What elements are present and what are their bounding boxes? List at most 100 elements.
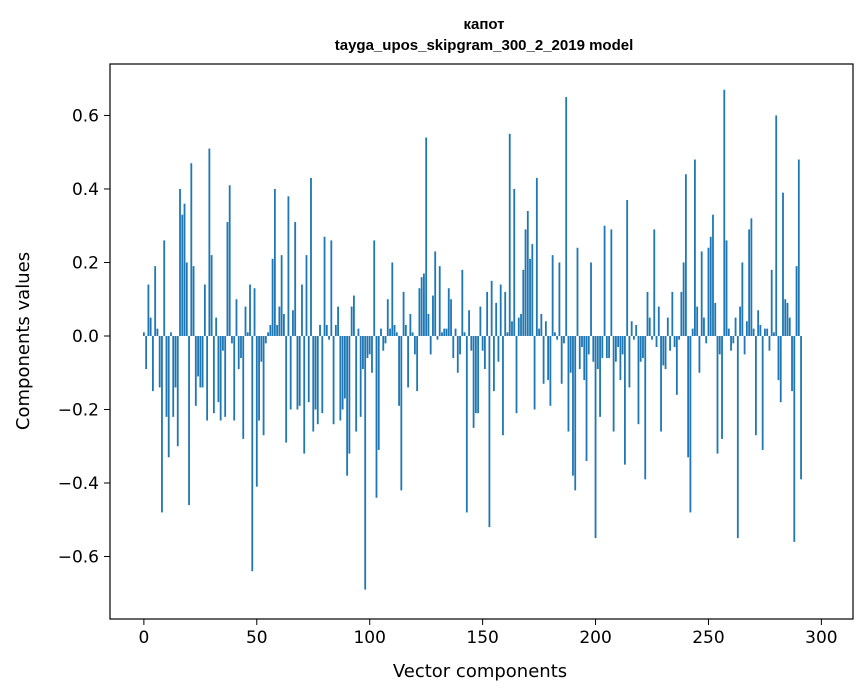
bar-164: [513, 188, 516, 336]
bar-278: [770, 269, 773, 336]
bar-133: [443, 328, 446, 336]
bar-102: [373, 240, 376, 336]
bar-154: [490, 280, 493, 336]
bar-73: [307, 335, 310, 403]
bar-142: [463, 332, 466, 336]
bar-55: [267, 332, 269, 336]
bar-161: [506, 332, 509, 336]
bar-198: [590, 262, 592, 336]
bar-26: [201, 335, 204, 388]
bar-224: [648, 317, 651, 336]
bar-76: [314, 335, 317, 410]
bar-231: [664, 335, 667, 370]
y-tick-label: 0.4: [72, 180, 99, 200]
y-tick-label: 0.2: [72, 253, 99, 273]
bar-226: [653, 229, 656, 336]
bar-240: [684, 174, 687, 336]
bar-117: [407, 335, 410, 388]
bar-58: [273, 188, 276, 336]
bar-17: [181, 214, 184, 336]
bar-35: [222, 335, 224, 351]
bar-283: [782, 192, 784, 336]
bar-10: [165, 335, 168, 417]
bar-11: [167, 335, 170, 458]
x-tick-label: 300: [805, 628, 837, 648]
x-tick-label: 250: [692, 628, 724, 648]
bar-170: [526, 211, 529, 336]
bar-280: [775, 115, 778, 336]
bar-109: [389, 328, 391, 336]
bar-223: [646, 291, 649, 336]
bar-146: [472, 335, 475, 428]
bar-221: [642, 335, 644, 359]
x-tick-label: 50: [246, 628, 268, 648]
bar-130: [436, 335, 439, 340]
bar-116: [404, 324, 407, 336]
bar-19: [185, 262, 188, 336]
bar-167: [520, 313, 522, 336]
x-tick-label: 0: [138, 628, 149, 648]
bar-136: [450, 299, 452, 336]
bar-50: [255, 335, 258, 487]
bar-172: [531, 244, 534, 336]
bar-246: [698, 335, 701, 373]
bar-72: [305, 255, 308, 336]
bar-60: [278, 306, 281, 336]
bar-7: [158, 335, 161, 388]
bar-49: [253, 288, 256, 336]
bar-179: [547, 335, 550, 381]
bar-48: [251, 335, 254, 572]
bar-94: [355, 335, 358, 432]
bar-8: [161, 335, 163, 513]
bar-44: [242, 335, 245, 439]
bar-148: [477, 335, 480, 414]
bar-184: [558, 262, 561, 336]
bar-series: [142, 89, 802, 590]
x-axis: 0 50 100 150 200 250 300: [138, 619, 838, 648]
bar-215: [628, 335, 631, 388]
bar-220: [639, 335, 642, 362]
bar-12: [170, 332, 172, 336]
bar-65: [289, 335, 292, 410]
bar-85: [334, 324, 337, 336]
bar-186: [563, 335, 565, 344]
bar-83: [330, 240, 333, 336]
bar-22: [192, 266, 195, 336]
x-tick-label: 200: [579, 628, 611, 648]
bar-212: [621, 335, 624, 355]
bar-112: [395, 332, 398, 336]
bar-200: [594, 335, 597, 539]
bar-188: [567, 335, 570, 432]
bar-234: [671, 291, 674, 336]
bar-110: [391, 262, 394, 336]
bar-90: [346, 335, 349, 476]
bar-106: [382, 335, 385, 351]
bar-281: [777, 335, 780, 381]
bar-97: [362, 335, 364, 370]
bar-273: [759, 324, 762, 336]
bar-201: [596, 335, 599, 370]
bar-144: [468, 310, 470, 336]
bar-4: [152, 335, 154, 392]
bar-180: [549, 335, 552, 406]
bar-80: [323, 236, 326, 336]
bar-181: [551, 255, 554, 336]
bar-287: [791, 335, 793, 392]
bar-258: [725, 240, 728, 336]
bar-74: [310, 177, 312, 336]
bar-24: [197, 335, 199, 377]
bar-178: [544, 321, 547, 336]
bar-149: [479, 306, 482, 336]
bar-267: [745, 321, 748, 336]
bar-253: [714, 302, 717, 336]
bar-192: [576, 247, 579, 336]
bar-107: [384, 335, 387, 344]
bar-13: [172, 335, 175, 417]
y-tick-label: −0.4: [58, 474, 99, 494]
bar-59: [276, 324, 279, 336]
bar-137: [452, 335, 455, 359]
bar-139: [456, 335, 459, 373]
bar-77: [316, 335, 319, 425]
bar-222: [644, 335, 647, 480]
bar-210: [617, 335, 620, 348]
